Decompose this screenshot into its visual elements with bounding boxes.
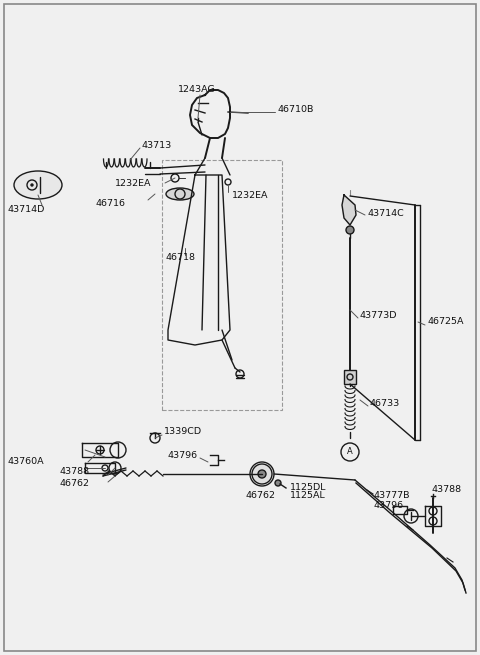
- Bar: [344, 370, 356, 384]
- Text: 43777B: 43777B: [373, 491, 409, 500]
- Text: 46762: 46762: [60, 479, 90, 487]
- Text: 43714D: 43714D: [8, 206, 46, 214]
- Circle shape: [346, 226, 354, 234]
- Text: 43788: 43788: [60, 468, 90, 476]
- Text: 1125AL: 1125AL: [290, 491, 326, 500]
- Text: 1232EA: 1232EA: [115, 179, 152, 187]
- Text: 1243AG: 1243AG: [178, 84, 216, 94]
- Text: 43796: 43796: [373, 500, 403, 510]
- Text: 46710B: 46710B: [277, 105, 313, 115]
- Bar: [162, 160, 282, 410]
- Text: 1232EA: 1232EA: [232, 191, 268, 200]
- Text: 46762: 46762: [246, 491, 276, 500]
- Text: A: A: [347, 447, 353, 457]
- Circle shape: [31, 184, 33, 186]
- Circle shape: [258, 470, 266, 478]
- Text: 46716: 46716: [95, 198, 125, 208]
- Text: 1125DL: 1125DL: [290, 483, 326, 491]
- Text: 43760A: 43760A: [8, 457, 45, 466]
- Text: 1339CD: 1339CD: [164, 428, 202, 436]
- Text: 46733: 46733: [370, 400, 400, 409]
- Text: 46718: 46718: [165, 253, 195, 263]
- Text: 46725A: 46725A: [428, 318, 465, 326]
- Text: 43714C: 43714C: [367, 208, 404, 217]
- Text: 43796: 43796: [168, 451, 198, 460]
- Polygon shape: [342, 195, 356, 225]
- Ellipse shape: [14, 171, 62, 199]
- Circle shape: [275, 480, 281, 486]
- Ellipse shape: [166, 188, 194, 200]
- Text: 43713: 43713: [142, 141, 172, 149]
- Text: 43788: 43788: [432, 485, 462, 495]
- Text: 43773D: 43773D: [360, 312, 397, 320]
- Circle shape: [252, 464, 272, 484]
